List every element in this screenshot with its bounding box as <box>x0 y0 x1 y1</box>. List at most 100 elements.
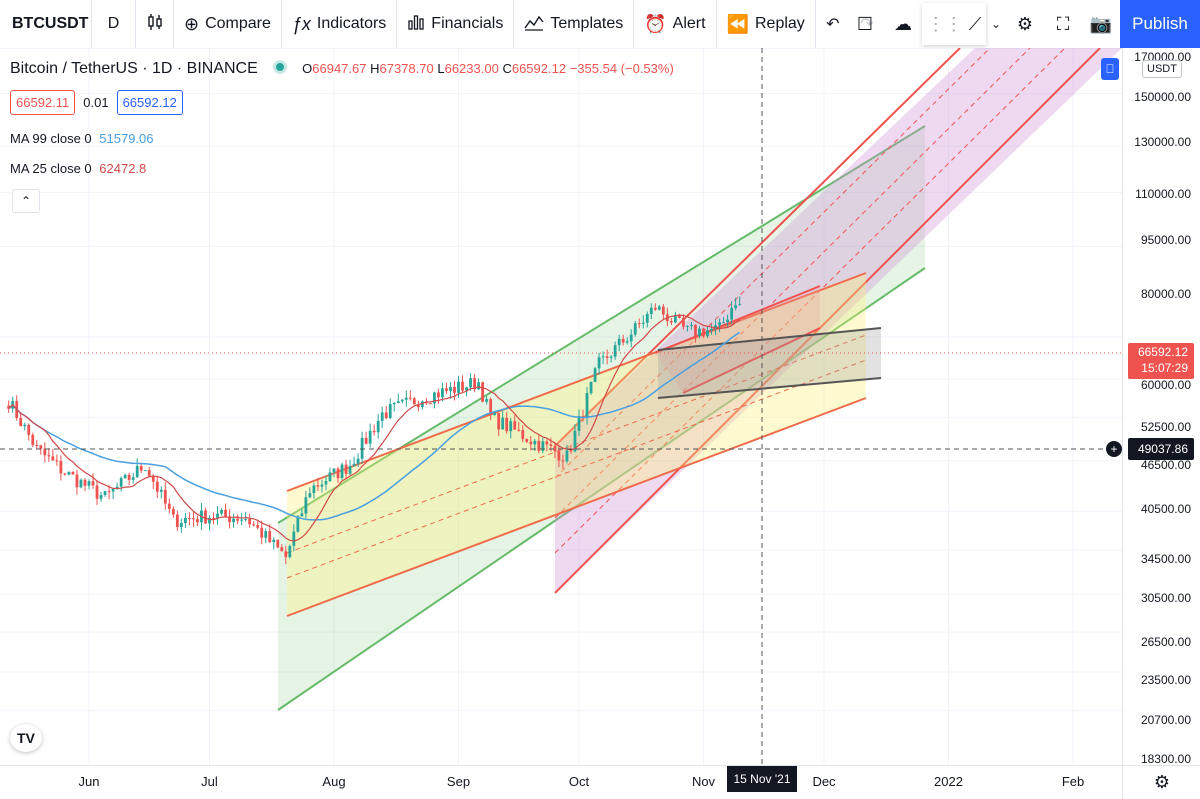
high-value: 67378.70 <box>379 61 434 76</box>
chevron-down-icon[interactable]: ⌄ <box>990 17 1002 31</box>
candle-down <box>489 399 493 416</box>
undo-button[interactable]: ↶ <box>816 0 850 48</box>
time-axis-label: Jun <box>78 774 100 789</box>
publish-button[interactable]: Publish <box>1120 0 1200 48</box>
candle-up <box>79 479 83 488</box>
candle-up <box>300 513 304 517</box>
time-axis[interactable]: Jun Jul Aug Sep Oct Nov Dec 2022 Feb <box>0 765 1122 799</box>
candle-up <box>686 325 689 327</box>
symbol-legend: Bitcoin / TetherUS · 1D · BINANCE O66947… <box>10 60 674 78</box>
currency-badge[interactable]: USDT <box>1142 60 1182 78</box>
price-axis[interactable]: 170000.00 150000.00 130000.00 110000.00 9500… <box>1122 48 1200 766</box>
candle-up <box>649 307 653 314</box>
alert-button[interactable]: ⏰ Alert <box>634 0 717 48</box>
candle-up <box>698 328 701 336</box>
candle-down <box>167 503 171 509</box>
candle-down <box>682 317 685 327</box>
candle-up <box>304 497 308 514</box>
candle-down <box>284 551 288 558</box>
tradingview-logo[interactable]: TV <box>10 724 42 752</box>
crosshair-date-value: 15 Nov '21 <box>733 772 791 786</box>
candle-up <box>469 378 472 388</box>
candle-up <box>641 322 645 324</box>
candle-down <box>621 338 625 343</box>
cloud-save-button[interactable]: ☁ <box>884 0 922 48</box>
collapse-legend-button[interactable]: ⌃ <box>12 189 40 213</box>
candle-down <box>461 381 464 391</box>
candle-up <box>360 437 364 459</box>
settings-button[interactable]: ⚙ <box>1006 0 1044 48</box>
close-key: C <box>502 61 512 76</box>
candle-down <box>481 382 485 402</box>
candle-down <box>71 471 75 475</box>
candle-down <box>7 405 11 409</box>
purple-channel-median-a <box>554 48 1031 519</box>
templates-icon <box>524 13 544 36</box>
change-value: −355.54 (−0.53%) <box>569 61 674 76</box>
candle-down <box>384 412 388 418</box>
sell-price-button[interactable]: 66592.11 <box>10 90 76 115</box>
layout-tools: ☐ ☁ ⋮⋮ ⟋ ⌄ ⚙ ⛶ 📷 <box>846 0 1120 48</box>
replay-button[interactable]: ⏪ Replay <box>717 0 816 48</box>
candle-down <box>236 518 240 521</box>
candle-up <box>589 381 593 394</box>
alarm-clock-icon: ⏰ <box>644 13 667 34</box>
indicators-button[interactable]: ƒx Indicators <box>282 0 398 48</box>
yellow-channel-quarter <box>286 359 867 579</box>
redo-button[interactable]: ↷ <box>850 0 884 48</box>
candle-up <box>67 471 71 475</box>
drawings-toolbar-toggle[interactable]: ⋮⋮ ⟋ <box>922 3 986 45</box>
candle-down <box>437 392 440 398</box>
ma99-legend[interactable]: MA 99 close 0 51579.06 <box>10 131 154 146</box>
candle-up <box>613 345 617 357</box>
candle-down <box>43 448 47 456</box>
candle-up <box>449 386 452 392</box>
candle-up <box>143 470 147 472</box>
interval-button[interactable]: D <box>92 0 136 48</box>
candle-up <box>380 412 384 421</box>
candle-down <box>256 525 260 528</box>
candle-up <box>368 430 372 444</box>
ma25-label: MA 25 close 0 <box>10 161 92 176</box>
candle-down <box>75 474 79 488</box>
low-value: 66233.00 <box>444 61 499 76</box>
ma25-legend[interactable]: MA 25 close 0 62472.8 <box>10 161 146 176</box>
camera-icon: 📷 <box>1089 13 1113 34</box>
last-price-badge: 66592.12 15:07:29 <box>1128 343 1194 379</box>
candle-down <box>553 446 557 452</box>
candle-up <box>465 387 468 391</box>
time-axis-label: Aug <box>322 774 346 789</box>
candle-down <box>212 517 215 519</box>
purple-channel-fill <box>555 48 1122 593</box>
candle-up <box>220 509 223 514</box>
chart-type-button[interactable] <box>136 0 174 48</box>
symbol-title: Bitcoin / TetherUS · 1D · BINANCE <box>10 60 258 77</box>
add-alert-plus-button[interactable]: + <box>1106 441 1122 457</box>
candle-down <box>316 485 320 487</box>
scale-mode-button[interactable]: ⎕ <box>1101 58 1119 80</box>
select-layout-button[interactable]: ☐ <box>846 0 884 48</box>
candle-up <box>493 412 497 416</box>
templates-button[interactable]: Templates <box>514 0 635 48</box>
financials-button[interactable]: Financials <box>397 0 515 48</box>
fullscreen-button[interactable]: ⛶ <box>1044 0 1082 48</box>
time-axis-label: Dec <box>812 774 836 789</box>
buy-price-button[interactable]: 66592.12 <box>116 90 183 115</box>
candle-down <box>569 450 573 452</box>
price-chart[interactable] <box>0 48 1122 765</box>
chart-settings-corner[interactable]: ⚙ <box>1122 765 1200 799</box>
candle-down <box>557 451 561 461</box>
candle-up <box>400 399 404 402</box>
candle-up <box>23 424 27 427</box>
candle-up <box>706 330 709 337</box>
candle-up <box>601 356 605 358</box>
symbol-search[interactable]: BTCUSDT <box>0 0 92 48</box>
compare-button[interactable]: ⊕ Compare <box>174 0 282 48</box>
price-axis-label: 46500.00 <box>1140 458 1191 473</box>
candle-up <box>734 305 738 309</box>
candle-down <box>513 421 517 430</box>
high-key: H <box>370 61 380 76</box>
candle-down <box>127 474 131 480</box>
snapshot-button[interactable]: 📷 <box>1082 0 1120 48</box>
candle-down <box>694 324 697 336</box>
